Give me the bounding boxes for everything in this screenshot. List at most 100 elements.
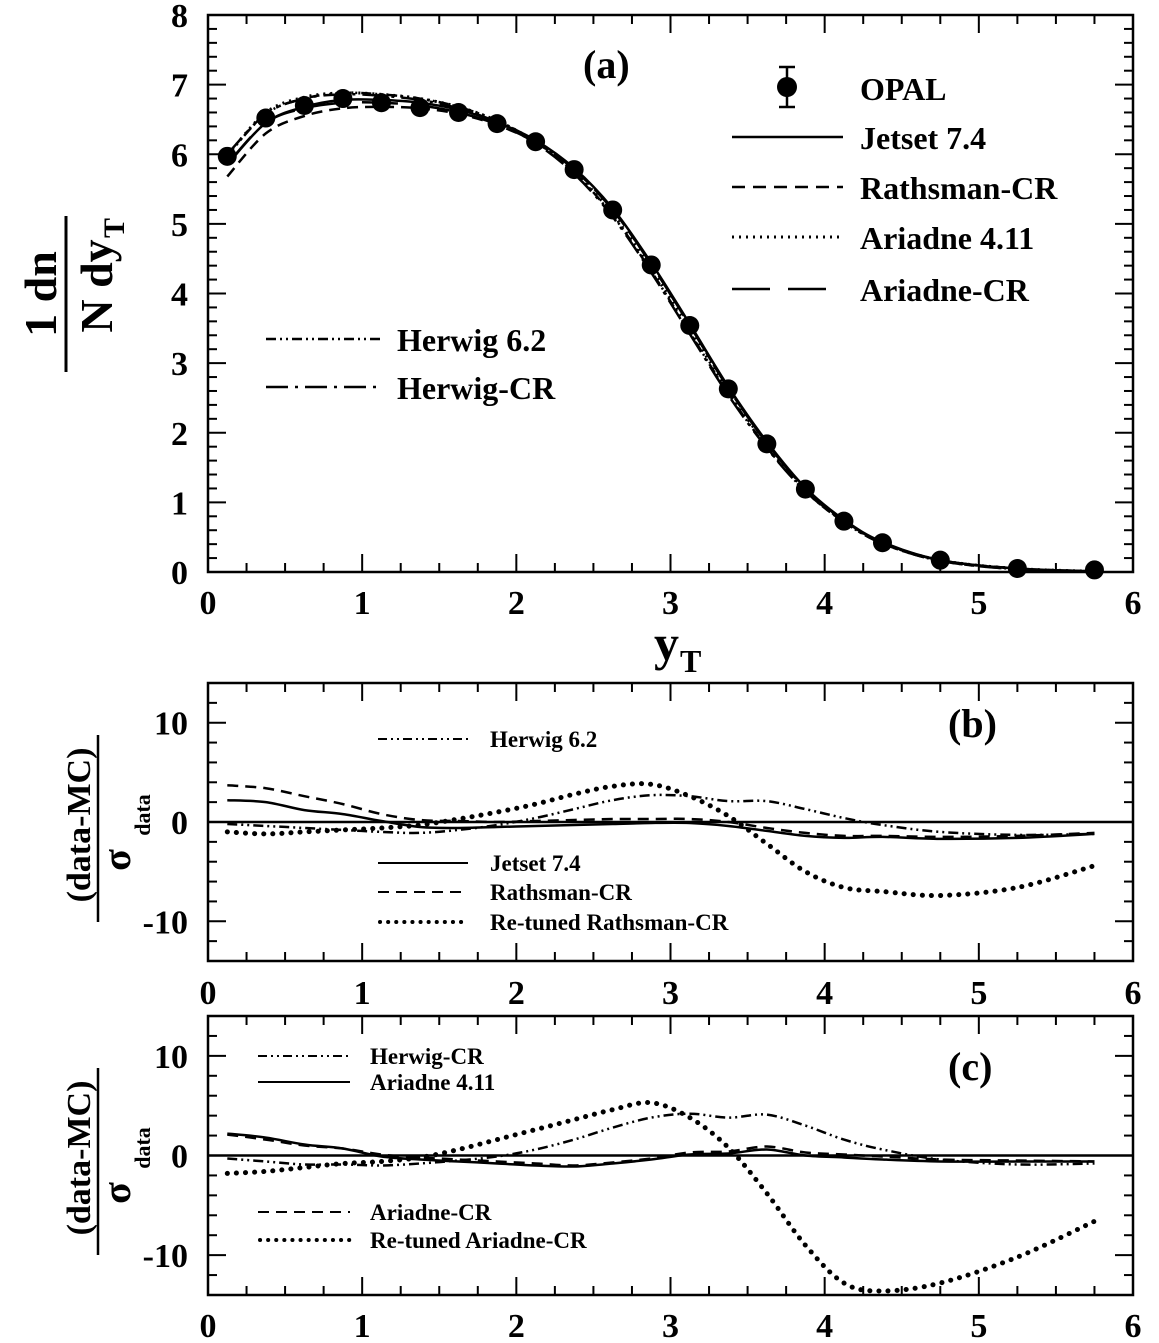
panel-b-label: (b): [948, 701, 997, 746]
legend-herwig-cr-label: Herwig-CR: [397, 370, 556, 406]
y-tick-label: 7: [171, 68, 188, 105]
legend-opal-label: OPAL: [860, 71, 947, 107]
panel-b-ticks: 0 1 2 3 4 5 6 -10 0 10: [143, 682, 1142, 1012]
data-point-opal: [834, 511, 854, 531]
x-tick-label: 1: [354, 975, 371, 1012]
y-tick-label: 3: [171, 346, 188, 383]
x-tick-label: 2: [508, 585, 525, 622]
panel-c-ylabel-num: (data-MC): [61, 1081, 98, 1236]
y-tick-label: 0: [171, 1139, 188, 1176]
x-tick-label: 5: [970, 975, 987, 1012]
data-point-opal: [217, 146, 237, 166]
panel-a-ticks: 0 1 2 3 4 5 6 0 1 2 3 4 5 6 7 8: [171, 0, 1142, 622]
data-point-opal: [872, 533, 892, 553]
x-tick-label: 4: [816, 975, 833, 1012]
data-point-opal: [1007, 559, 1027, 579]
series-line-herwig-6-2: [227, 793, 1095, 837]
panel-c: 0 1 2 3 4 5 6 -10 0 10 (c) (data-MC) σ data Herwi…: [61, 1014, 1142, 1343]
panel-c-ylabel: (data-MC) σ data: [61, 1068, 155, 1255]
data-point-opal: [641, 255, 661, 275]
x-tick-label: 5: [970, 1308, 987, 1343]
data-point-opal: [487, 114, 507, 134]
legend-herwig-label: Herwig 6.2: [397, 322, 546, 358]
legend-c-herwig-cr-label: Herwig-CR: [370, 1044, 484, 1069]
data-point-opal: [371, 93, 391, 113]
data-point-opal: [795, 479, 815, 499]
panel-b-ylabel-sub: data: [130, 794, 155, 836]
data-point-opal: [410, 98, 430, 118]
y-tick-label: 1: [171, 485, 188, 522]
x-tick-label: 3: [662, 585, 679, 622]
legend-c-ariadne-label: Ariadne 4.11: [370, 1070, 495, 1095]
panel-a-ylabel: 1 dn N dy T: [15, 216, 131, 372]
x-tick-label: 4: [816, 585, 833, 622]
y-tick-label: 8: [171, 0, 188, 35]
panel-b-ylabel-den: σ: [94, 849, 139, 871]
panel-a-legend-left: Herwig 6.2 Herwig-CR: [266, 322, 556, 406]
x-tick-label: 5: [970, 585, 987, 622]
series-line-herwig-6-2: [226, 91, 1095, 573]
x-tick-label: 3: [662, 975, 679, 1012]
y-tick-label: 0: [171, 555, 188, 592]
legend-b-rathsman-label: Rathsman-CR: [490, 880, 632, 905]
y-tick-label: 0: [171, 805, 188, 842]
x-tick-label: 3: [662, 1308, 679, 1343]
series-line-ariadne-4-11: [226, 91, 1095, 573]
panel-c-label: (c): [948, 1044, 992, 1089]
legend-opal-marker: [777, 65, 797, 109]
legend-c-retuned-label: Re-tuned Ariadne-CR: [370, 1228, 587, 1253]
x-tick-label: 6: [1125, 975, 1142, 1012]
series-line-ariadne-cr: [227, 1133, 1095, 1167]
panel-b-plot-area: [208, 781, 1133, 899]
panel-a-xlabel: y T: [654, 615, 701, 679]
series-line-re-tuned-ariadne-cr: [224, 1100, 1097, 1294]
panel-b-legend: Herwig 6.2 Jetset 7.4 Rathsman-CR Re-tun…: [378, 727, 729, 935]
data-point-opal: [333, 89, 353, 109]
legend-ariadne-cr-label: Ariadne-CR: [860, 272, 1030, 308]
y-tick-label: 4: [171, 277, 188, 314]
y-tick-label: -10: [143, 904, 188, 941]
y-tick-label: 10: [154, 706, 188, 743]
y-tick-label: 2: [171, 416, 188, 453]
x-tick-label: 0: [200, 975, 217, 1012]
x-tick-label: 0: [200, 1308, 217, 1343]
legend-b-retuned-label: Re-tuned Rathsman-CR: [490, 910, 729, 935]
panel-c-ticks: 0 1 2 3 4 5 6 -10 0 10: [143, 1015, 1142, 1343]
data-point-opal: [526, 132, 546, 152]
panel-a-legend-right: OPAL Jetset 7.4 Rathsman-CR Ariadne 4.11…: [732, 65, 1058, 308]
panel-b: 0 1 2 3 4 5 6 -10 0 10 (b) (data-MC) σ data Herwi…: [61, 681, 1142, 1012]
y-tick-label: 5: [171, 207, 188, 244]
panel-a-plot-area: [217, 89, 1104, 580]
series-line-rathsman-cr: [227, 784, 1095, 839]
panel-a-ylabel-sub: T: [98, 218, 131, 238]
x-tick-label: 0: [200, 585, 217, 622]
data-point-opal: [718, 379, 738, 399]
data-point-opal: [564, 160, 584, 180]
legend-b-herwig-label: Herwig 6.2: [490, 727, 597, 752]
data-point-opal: [680, 316, 700, 336]
series-line-re-tuned-rathsman-cr: [224, 781, 1097, 899]
x-tick-label: 1: [354, 585, 371, 622]
legend-b-jetset-label: Jetset 7.4: [490, 851, 581, 876]
data-point-opal: [1084, 560, 1104, 580]
legend-jetset-label: Jetset 7.4: [860, 120, 986, 156]
data-point-opal: [294, 96, 314, 116]
data-point-opal: [256, 108, 276, 128]
panel-c-ylabel-sub: data: [130, 1127, 155, 1169]
panel-c-legend: Herwig-CR Ariadne 4.11 Ariadne-CR Re-tun…: [258, 1044, 587, 1253]
data-point-opal: [930, 550, 950, 570]
panel-a: 0 1 2 3 4 5 6 0 1 2 3 4 5 6 7 8 (a) 1 dn N dy T y T OPA…: [15, 0, 1142, 679]
panel-b-ylabel: (data-MC) σ data: [61, 735, 155, 922]
x-tick-label: 6: [1125, 585, 1142, 622]
legend-c-ariadne-cr-label: Ariadne-CR: [370, 1200, 492, 1225]
panel-c-ylabel-den: σ: [94, 1182, 139, 1204]
data-point-opal: [449, 102, 469, 122]
panel-a-ylabel-bottom: N dy: [71, 239, 122, 332]
panel-a-xlabel-sub: T: [680, 643, 701, 679]
data-point-opal: [603, 200, 623, 220]
y-tick-label: 10: [154, 1039, 188, 1076]
panel-a-ylabel-top: 1 dn: [15, 251, 66, 337]
y-tick-label: 6: [171, 137, 188, 174]
panel-a-xlabel-main: y: [654, 615, 679, 671]
